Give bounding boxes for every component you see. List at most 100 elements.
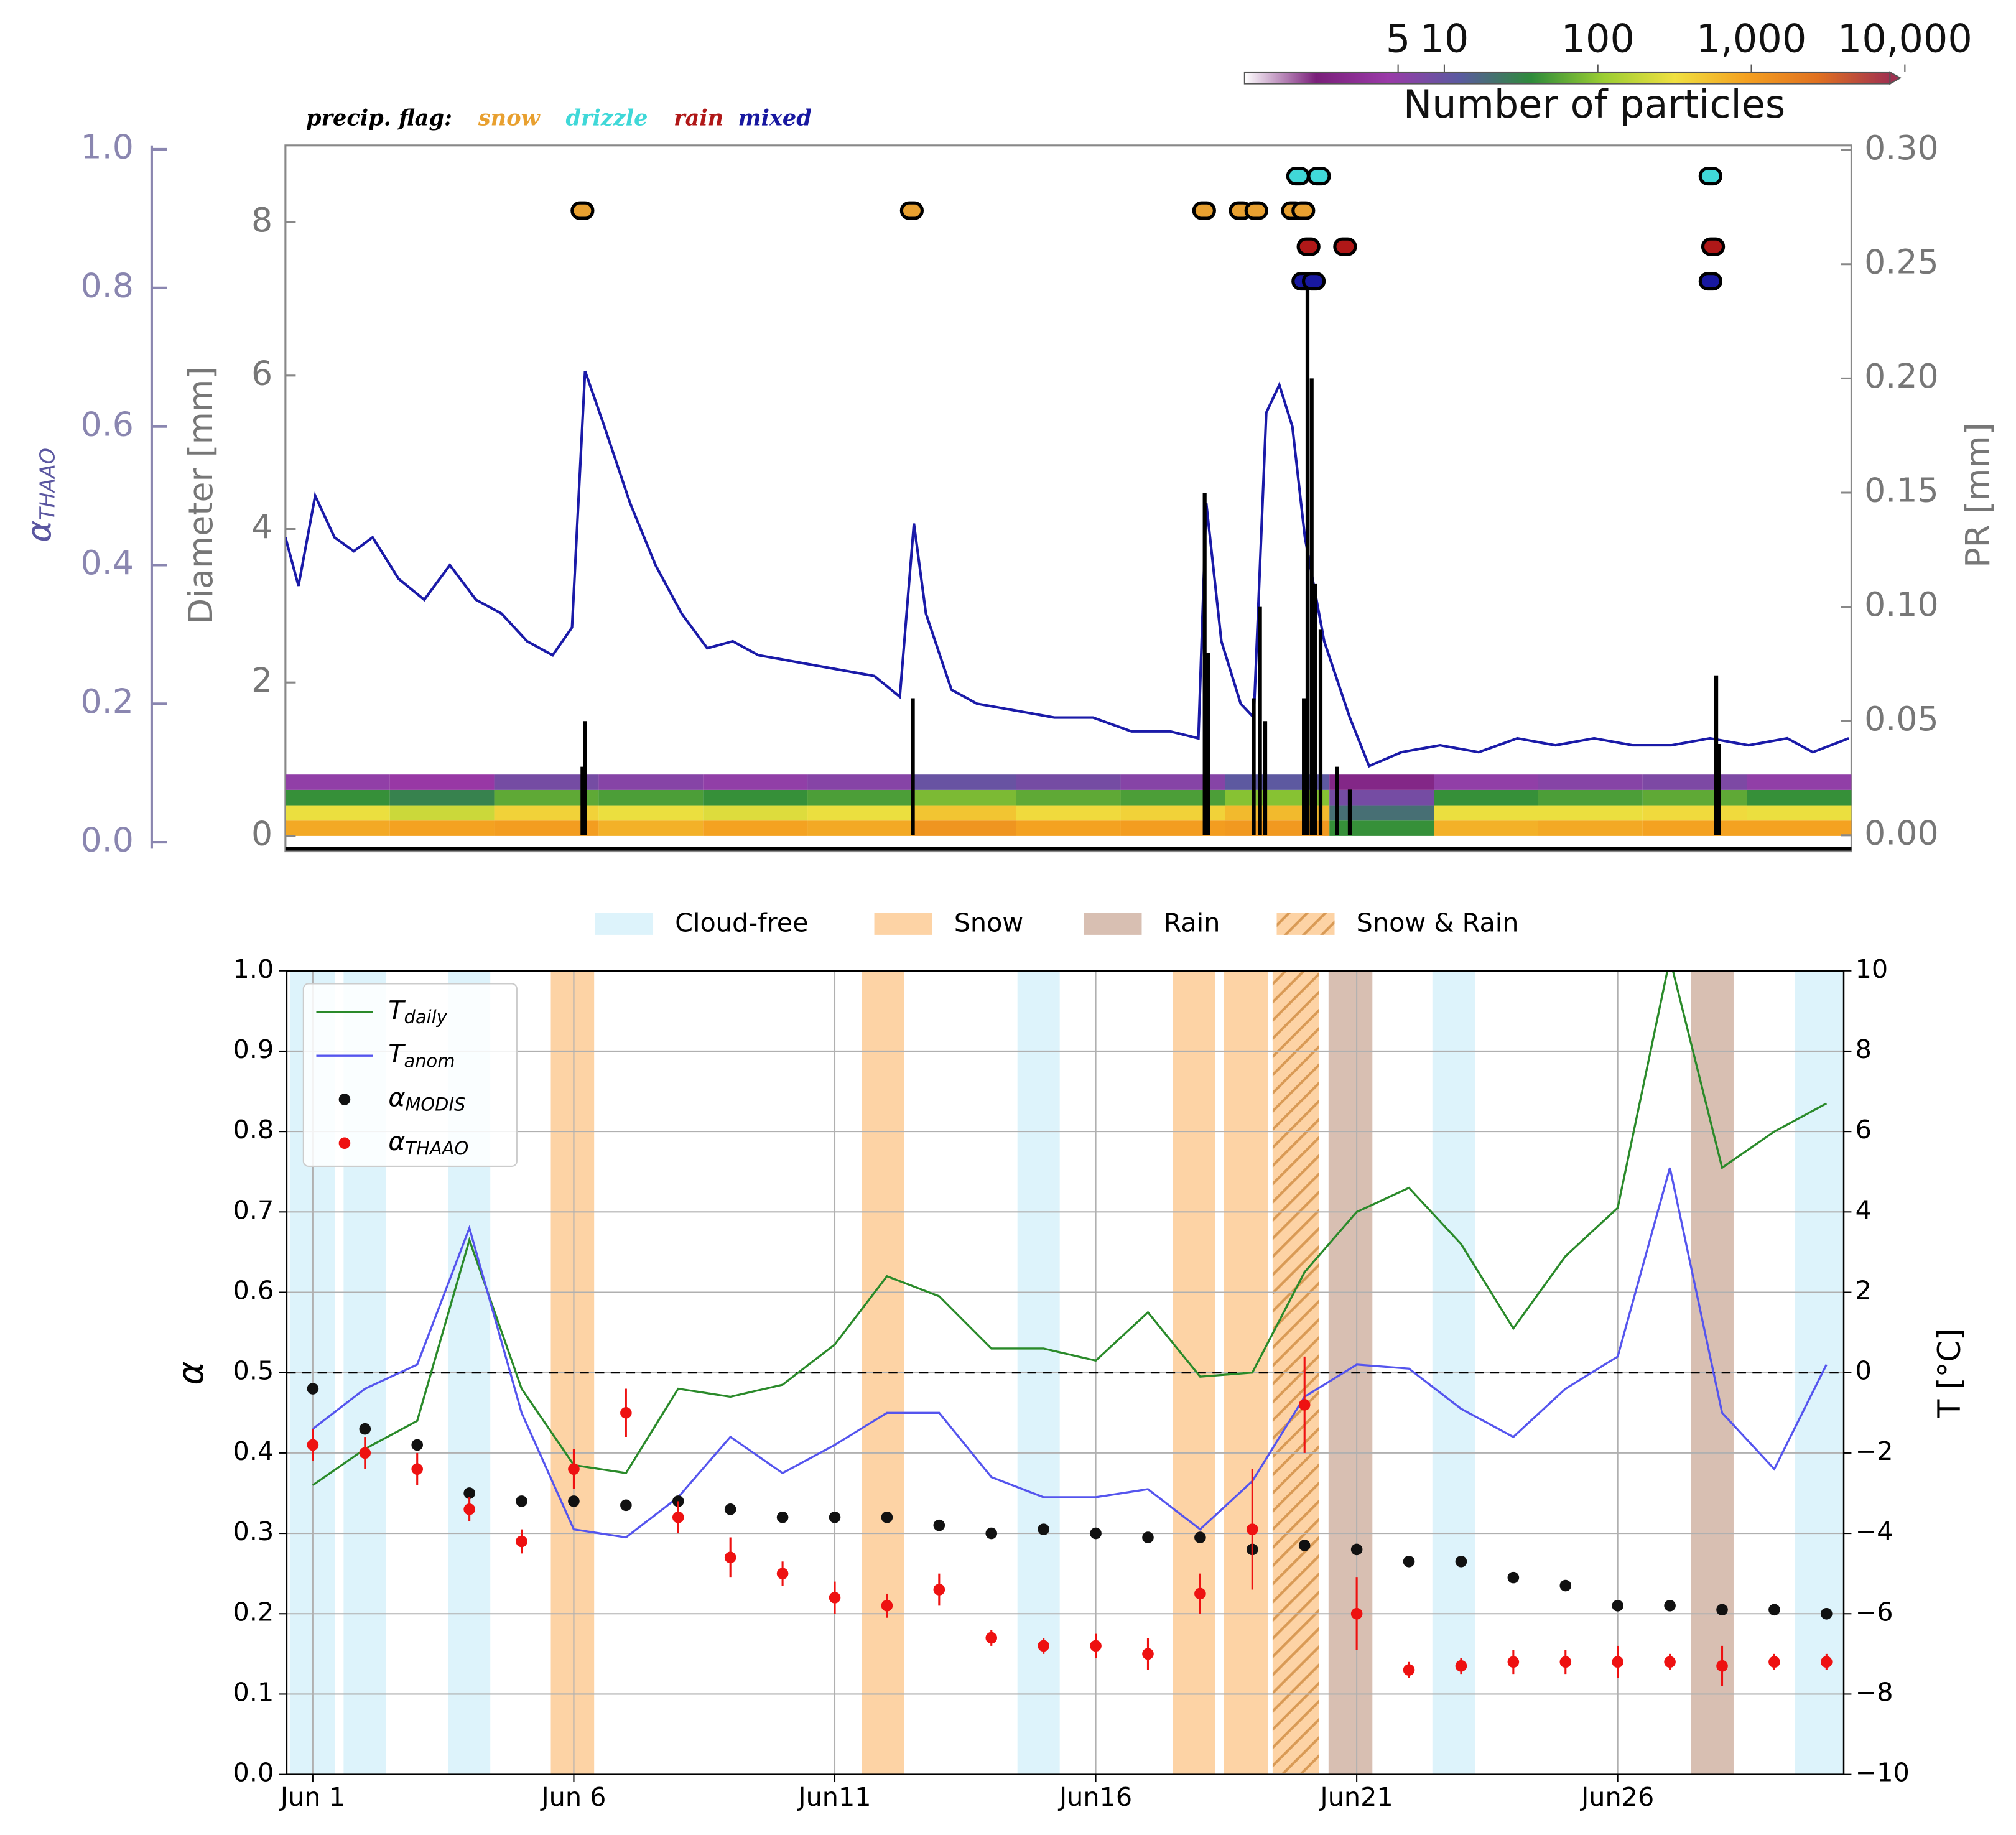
data-point <box>1455 1660 1467 1672</box>
x-tick-label: Jun11 <box>796 1782 871 1812</box>
particle-cell <box>911 820 1016 836</box>
data-point <box>307 1439 319 1451</box>
alpha-tick-label: 0.6 <box>80 404 133 444</box>
particle-cell <box>598 774 704 790</box>
y-tick-label: 0.5 <box>233 1356 274 1386</box>
diameter-tick-label: 6 <box>251 353 272 393</box>
particle-cell <box>1642 789 1747 806</box>
diameter-axis-label: Diameter [mm] <box>181 366 220 625</box>
x-tick-label: Jun 1 <box>279 1782 345 1812</box>
alpha-tick-label: 0.2 <box>80 682 133 721</box>
precip-flag-label: precip. flag: <box>306 105 452 131</box>
data-point <box>881 1600 893 1612</box>
x-tick-label: Jun26 <box>1579 1782 1654 1812</box>
alpha-tick-label: 1.0 <box>80 128 133 167</box>
data-point <box>411 1463 424 1475</box>
data-point <box>411 1439 424 1451</box>
y2-tick-label: 10 <box>1856 954 1888 984</box>
y-tick-label: 0.9 <box>233 1034 274 1064</box>
particle-cell <box>389 820 495 836</box>
colorbar-tick-label: 10 <box>1419 16 1469 61</box>
y-tick-label: 0.2 <box>233 1597 274 1627</box>
alpha-line <box>285 370 1849 768</box>
precip-flag-marker <box>570 201 595 220</box>
data-point <box>620 1499 632 1512</box>
pr-tick-label: 0.10 <box>1864 585 1939 624</box>
data-point <box>933 1519 945 1531</box>
particle-cell <box>598 789 704 806</box>
data-point <box>829 1511 841 1523</box>
data-point <box>1090 1640 1102 1652</box>
precip-flag-name: mixed <box>738 105 811 131</box>
pr-tick-label: 0.30 <box>1864 128 1939 167</box>
particle-cell <box>1538 805 1643 821</box>
particle-cell <box>1747 820 1852 836</box>
particle-cell <box>1016 774 1121 790</box>
particle-cell <box>911 789 1016 806</box>
particle-cell <box>1642 774 1747 790</box>
y2-tick-label: −8 <box>1856 1677 1893 1707</box>
precip-flag-name: rain <box>674 105 723 131</box>
precip-flag-marker <box>1698 167 1722 186</box>
precip-flag-marker <box>1698 272 1722 291</box>
data-point <box>933 1584 945 1596</box>
particle-cell <box>703 774 808 790</box>
y-tick-label: 1.0 <box>233 954 274 984</box>
precip-flag-marker <box>1286 167 1311 186</box>
data-point <box>724 1551 736 1564</box>
data-point <box>620 1406 632 1419</box>
data-point <box>1455 1555 1467 1568</box>
y2-tick-label: −2 <box>1856 1436 1893 1466</box>
particle-cell <box>1747 805 1852 821</box>
y2-tick-label: 4 <box>1856 1195 1872 1225</box>
legend-label: αMODIS <box>388 1082 465 1115</box>
data-point <box>568 1463 580 1475</box>
alpha-axis-label: αTHAAO <box>19 448 59 542</box>
colorbar-label: Number of particles <box>1403 81 1785 127</box>
data-point <box>359 1423 371 1435</box>
precip-flag-name: drizzle <box>565 105 648 131</box>
y2-tick-label: 0 <box>1856 1356 1872 1386</box>
data-point <box>881 1511 893 1523</box>
data-point <box>1403 1555 1415 1568</box>
data-point <box>1298 1540 1311 1551</box>
particle-cell <box>389 789 495 806</box>
particle-cell <box>703 789 808 806</box>
particle-cell <box>1747 774 1852 790</box>
y2-tick-label: 2 <box>1856 1276 1872 1306</box>
data-point <box>1664 1656 1676 1668</box>
legend-label: Tdaily <box>388 995 447 1028</box>
colorbar-tick-label: 1,000 <box>1696 16 1807 61</box>
particle-cell <box>911 774 1016 790</box>
legend-box <box>302 983 518 1167</box>
precip-flag-marker <box>1701 237 1726 256</box>
colorbar-tick-label: 5 <box>1386 16 1410 61</box>
particle-cell <box>285 805 390 821</box>
alpha-tick-label: 0.4 <box>80 543 133 582</box>
legend-label: Rain <box>1164 908 1220 937</box>
data-point <box>1298 1399 1311 1411</box>
data-point <box>1716 1660 1728 1672</box>
data-point <box>1507 1656 1520 1668</box>
data-point <box>1821 1607 1833 1620</box>
y-tick-label: 0.3 <box>233 1517 274 1546</box>
data-point <box>1142 1531 1154 1543</box>
y2-axis-label: T [°C] <box>1931 1329 1967 1419</box>
y-tick-label: 0.7 <box>233 1195 274 1225</box>
pr-tick-label: 0.05 <box>1864 699 1939 738</box>
data-point <box>516 1495 527 1507</box>
legend-marker <box>338 1094 351 1105</box>
particle-cell <box>389 774 495 790</box>
data-point <box>1403 1664 1415 1676</box>
particle-cell <box>1642 820 1747 836</box>
data-point <box>1612 1600 1623 1612</box>
particle-cell <box>807 820 912 836</box>
particle-cell <box>703 820 808 836</box>
colorbar-tick-label: 100 <box>1561 16 1635 61</box>
particle-cell <box>1016 805 1121 821</box>
legend-label: Snow <box>954 908 1024 937</box>
precip-flag-marker <box>1244 201 1268 220</box>
y2-tick-label: 6 <box>1856 1115 1872 1145</box>
particle-cell <box>1538 820 1643 836</box>
particle-cell <box>389 805 495 821</box>
